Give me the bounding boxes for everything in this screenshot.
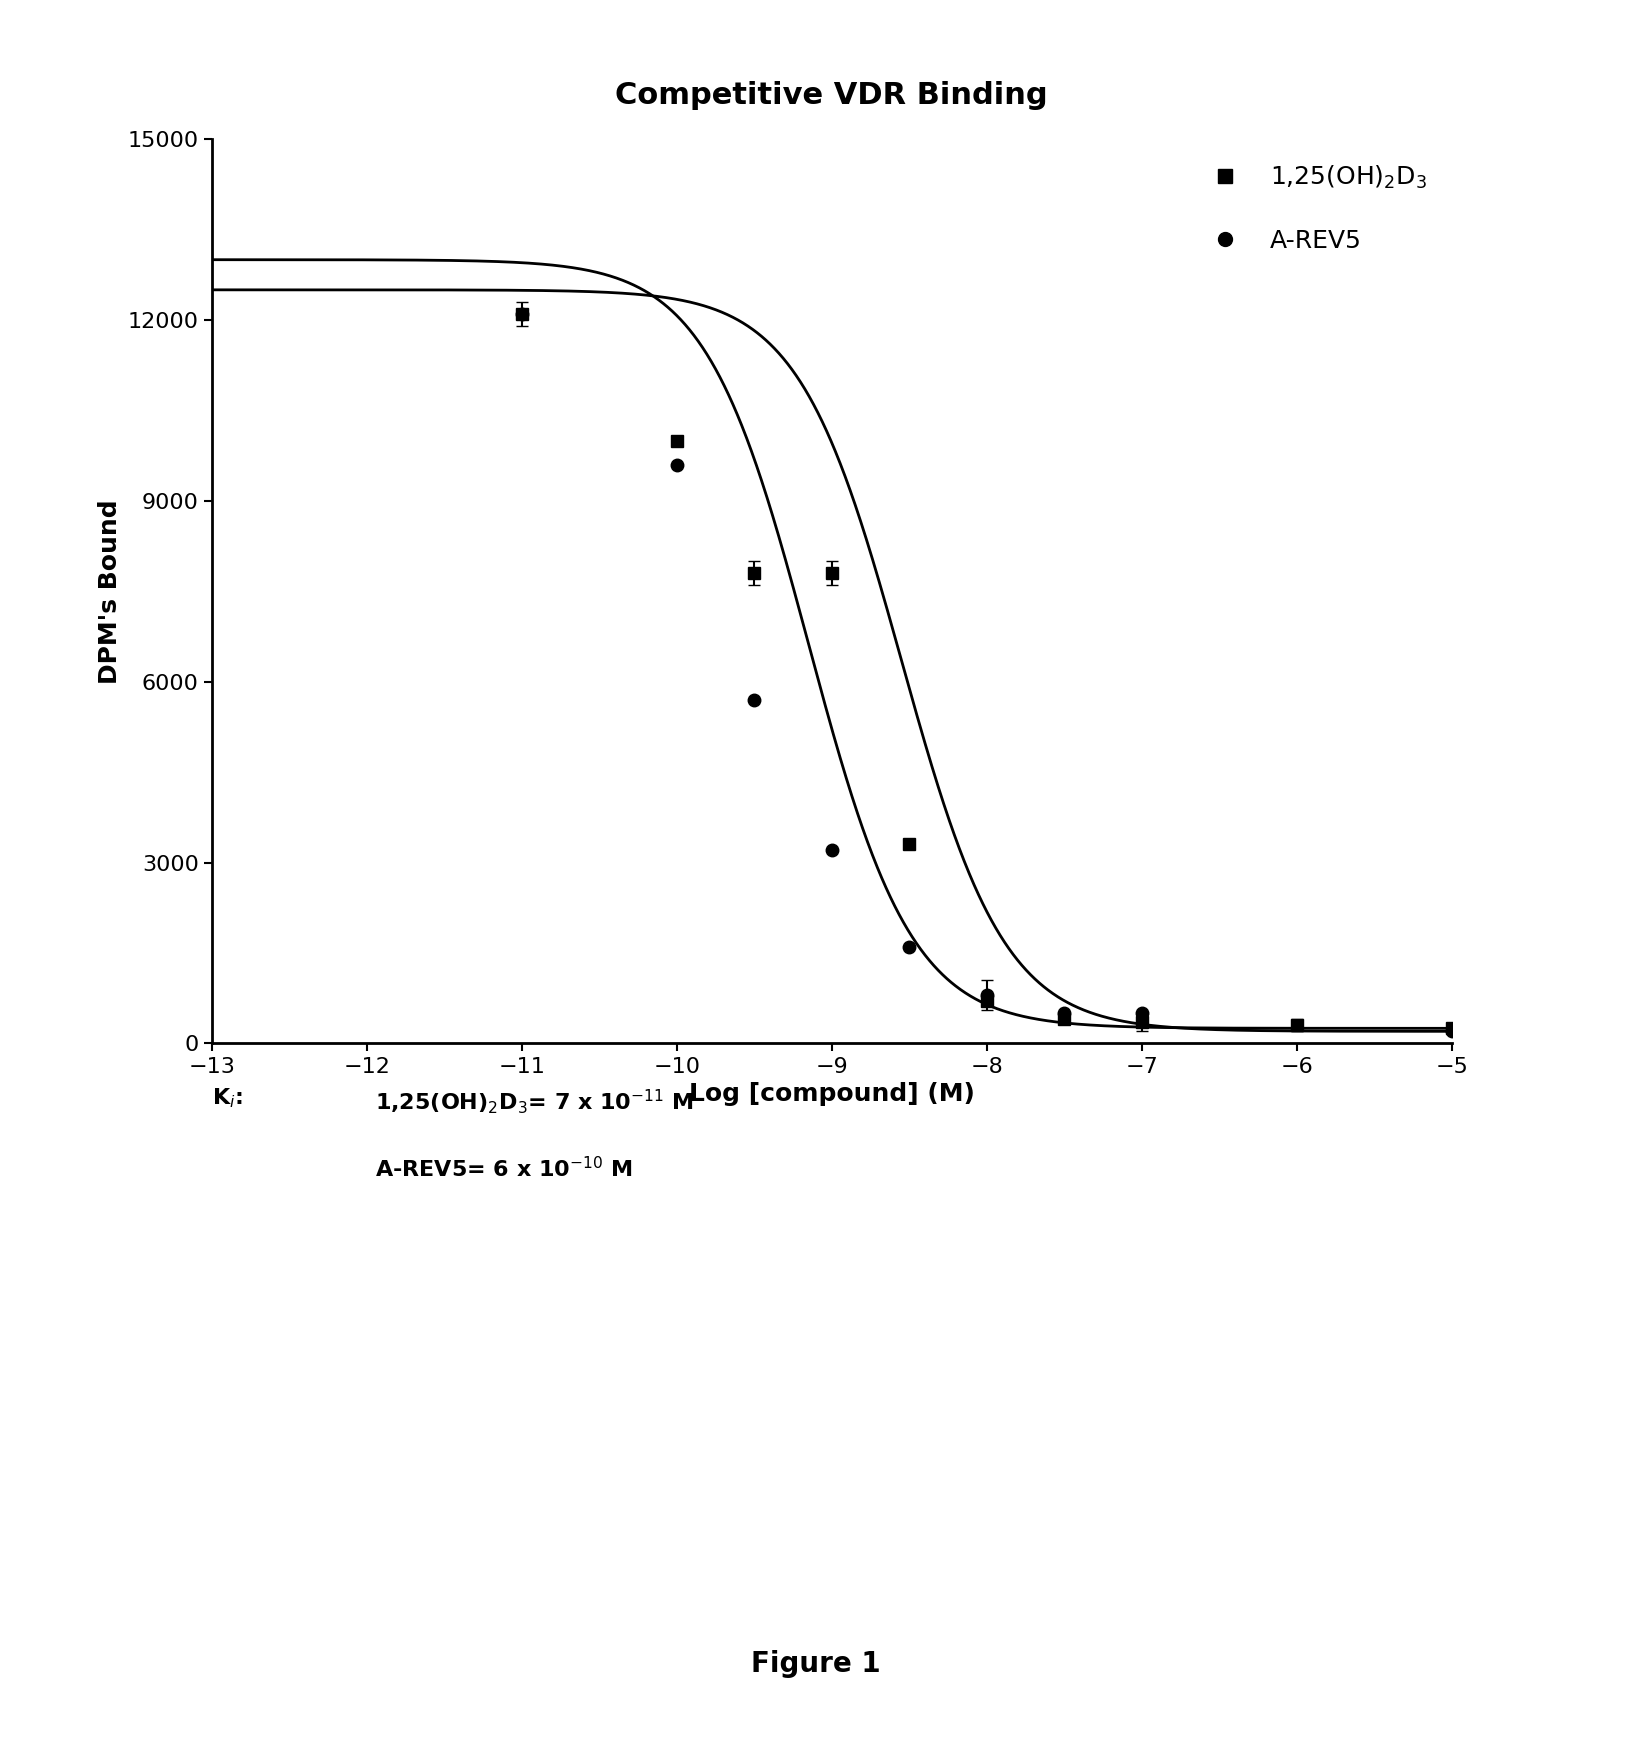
Y-axis label: DPM's Bound: DPM's Bound [98,499,122,683]
Text: Figure 1: Figure 1 [750,1650,880,1678]
Text: 1,25(OH)$_2$D$_3$= 7 x 10$^{-11}$ M: 1,25(OH)$_2$D$_3$= 7 x 10$^{-11}$ M [375,1087,694,1116]
Text: K$_i$:: K$_i$: [212,1087,243,1111]
Text: A-REV5= 6 x 10$^{-10}$ M: A-REV5= 6 x 10$^{-10}$ M [375,1156,632,1181]
Legend: 1,25(OH)$_2$D$_3$, A-REV5: 1,25(OH)$_2$D$_3$, A-REV5 [1187,151,1438,266]
X-axis label: Log [compound] (M): Log [compound] (M) [688,1082,975,1106]
Title: Competitive VDR Binding: Competitive VDR Binding [615,82,1048,110]
